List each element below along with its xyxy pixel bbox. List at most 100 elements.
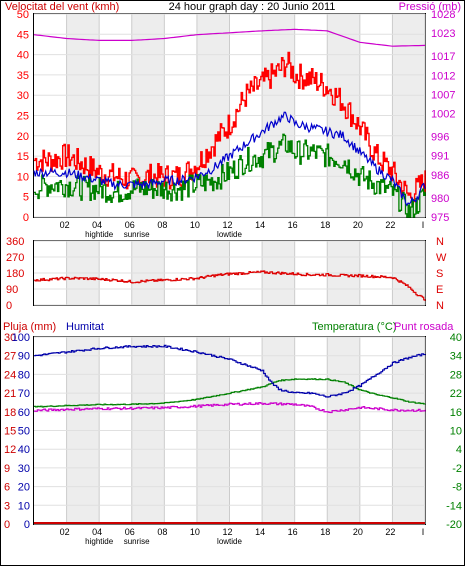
pressure-tick: 1002: [431, 109, 455, 121]
time-tick-label: 14: [255, 220, 265, 230]
direction-degree-tick: 90: [6, 284, 18, 296]
direction-degree-tick: 360: [6, 236, 24, 248]
temperature-tick: 22: [450, 388, 462, 400]
rain-tick: 3: [4, 500, 10, 512]
temperature-tick: -14: [446, 500, 462, 512]
temperature-tick: 28: [450, 369, 462, 381]
humidity-tick: 30: [18, 463, 30, 475]
time-tick-label: 14: [255, 527, 265, 537]
series-humidity: [34, 344, 426, 398]
series-wind-average: [33, 111, 426, 207]
rain-tick: 9: [4, 463, 10, 475]
event-label-sunrise: sunrise: [124, 537, 150, 546]
time-tick-label: I: [422, 527, 425, 537]
humidity-tick: 70: [18, 388, 30, 400]
pressure-tick: 975: [431, 212, 449, 224]
rain-tick: 6: [4, 482, 10, 494]
humidity-tick: 10: [18, 500, 30, 512]
rain-tick: 24: [4, 369, 16, 381]
rain-tick: 12: [4, 444, 16, 456]
direction-degree-tick: 270: [6, 252, 24, 264]
event-label-hightide: hightide: [85, 537, 114, 546]
humidity-axis-label: Humitat: [66, 321, 104, 333]
time-tick-label: 10: [190, 220, 200, 230]
humidity-tick: 60: [18, 407, 30, 419]
time-tick-label: 04: [92, 527, 102, 537]
wind-speed-tick: 15: [17, 151, 29, 163]
temperature-tick: 16: [450, 407, 462, 419]
rain-axis-label: Pluja (mm): [3, 321, 56, 333]
rain-tick: 15: [4, 426, 16, 438]
direction-compass-tick: E: [436, 284, 443, 296]
wind-speed-axis-label: Velocitat del vent (kmh): [5, 1, 119, 13]
temperature-tick: -2: [452, 463, 462, 475]
temperature-tick: 34: [450, 351, 462, 363]
time-tick-label: 02: [60, 220, 70, 230]
wind-speed-tick: 25: [17, 111, 29, 123]
temperature-tick: -8: [452, 482, 462, 494]
climate-panel: 0 3 6 9 12 15 18 21 24 27 30 0 10 20 30 40 50 60 70 80 90 10…: [3, 321, 462, 546]
wind-speed-tick: 10: [17, 171, 29, 183]
pressure-tick: 1023: [431, 28, 455, 40]
direction-compass-tick: W: [436, 252, 447, 264]
temperature-tick: 10: [450, 426, 462, 438]
time-tick-label: 12: [222, 220, 232, 230]
rain-tick: 0: [4, 519, 10, 531]
time-tick-label: I: [422, 220, 425, 230]
event-label-hightide: hightide: [85, 230, 114, 239]
wind-speed-tick: 40: [17, 50, 29, 62]
time-tick-label: 12: [222, 527, 232, 537]
graph-title: 24 hour graph day : 20 Junio 2011: [169, 1, 336, 13]
rain-tick: 21: [4, 388, 16, 400]
wind-speed-tick: 35: [17, 70, 29, 82]
time-tick-label: 02: [60, 527, 70, 537]
time-tick-label: 16: [288, 220, 298, 230]
pressure-tick: 980: [431, 193, 449, 205]
event-label-sunrise: sunrise: [124, 230, 150, 239]
temperature-axis-label: Temperatura (°C): [312, 321, 396, 333]
wind-speed-tick: 5: [23, 192, 29, 204]
wind-speed-tick: 45: [17, 29, 29, 41]
direction-compass-tick: S: [436, 268, 443, 280]
pressure-tick: 986: [431, 170, 449, 182]
series-dewpoint: [34, 402, 426, 414]
series-wind-direction: [34, 270, 426, 301]
time-tick-label: 22: [385, 220, 395, 230]
series-pressure: [33, 28, 426, 47]
humidity-tick: 0: [24, 519, 30, 531]
wind-speed-tick: 0: [23, 212, 29, 224]
time-tick-label: 04: [92, 220, 102, 230]
pressure-tick: 996: [431, 132, 449, 144]
humidity-tick: 90: [18, 351, 30, 363]
rain-tick: 27: [4, 351, 16, 363]
direction-degree-tick: 0: [6, 300, 12, 312]
temperature-tick: 4: [456, 444, 462, 456]
event-label-lowtide: lowtide: [217, 230, 242, 239]
pressure-tick: 1017: [431, 51, 455, 63]
pressure-tick: 991: [431, 151, 449, 163]
time-tick-label: 18: [320, 527, 330, 537]
event-label-lowtide: lowtide: [217, 537, 242, 546]
time-tick-label: 06: [125, 220, 135, 230]
humidity-tick: 100: [12, 332, 30, 344]
wind-speed-tick: 20: [17, 131, 29, 143]
time-tick-label: 06: [125, 527, 135, 537]
time-tick-label: 18: [320, 220, 330, 230]
time-tick-label: 22: [385, 527, 395, 537]
temperature-tick: -20: [446, 519, 462, 531]
direction-compass-tick: N: [436, 300, 444, 312]
pressure-tick: 1028: [431, 9, 455, 21]
humidity-tick: 40: [18, 444, 30, 456]
time-tick-label: 20: [353, 220, 363, 230]
time-tick-label: 08: [157, 220, 167, 230]
wind-speed-tick: 30: [17, 90, 29, 102]
temperature-tick: 40: [450, 332, 462, 344]
humidity-tick: 20: [18, 482, 30, 494]
time-tick-label: 20: [353, 527, 363, 537]
pressure-tick: 1012: [431, 70, 455, 82]
direction-degree-tick: 180: [6, 268, 24, 280]
wind-speed-tick: 50: [17, 9, 29, 21]
